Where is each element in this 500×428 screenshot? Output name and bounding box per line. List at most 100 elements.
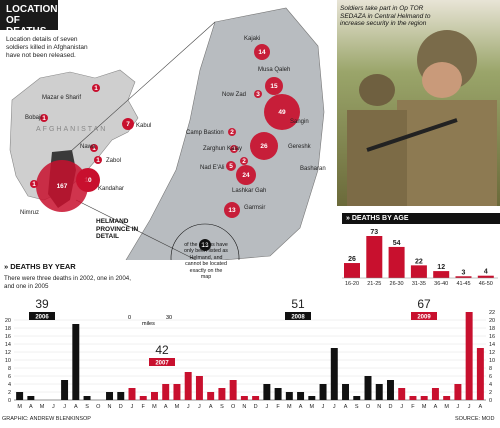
footer-credit: GRAPHIC: ANDREW BLENKINSOP bbox=[2, 416, 91, 422]
month-label: J bbox=[457, 404, 460, 410]
year-bar bbox=[375, 384, 383, 400]
afghan-bubble-count: 1 bbox=[42, 115, 46, 122]
age-bar-value: 3 bbox=[462, 269, 466, 276]
month-label: N bbox=[377, 404, 381, 410]
helmand-place-label: Sangin bbox=[290, 119, 309, 125]
helmand-bubble-count: 14 bbox=[258, 49, 266, 56]
year-ytick-left: 6 bbox=[8, 374, 11, 380]
year-bar bbox=[308, 396, 316, 400]
afghan-place-label: Nawa bbox=[80, 144, 96, 150]
year-bar bbox=[117, 392, 125, 400]
helmand-bubble bbox=[240, 157, 248, 165]
note-circle bbox=[170, 223, 240, 260]
month-label: M bbox=[17, 404, 22, 410]
age-category-label: 21-25 bbox=[367, 281, 381, 287]
year-bar bbox=[454, 384, 462, 400]
month-label: J bbox=[265, 404, 268, 410]
year-ytick-left: 18 bbox=[5, 326, 11, 332]
month-label: N bbox=[242, 404, 246, 410]
year-bar bbox=[16, 392, 24, 400]
year-bar bbox=[72, 324, 80, 400]
note-badge bbox=[199, 239, 211, 251]
helmand-bubble-count: 15 bbox=[270, 83, 278, 90]
afghan-bubble bbox=[122, 118, 134, 130]
age-bar-value: 4 bbox=[484, 269, 488, 276]
year-bar bbox=[128, 388, 136, 400]
helmand-bubble bbox=[250, 132, 278, 160]
year-chart-title-text: DEATHS BY YEAR bbox=[10, 262, 76, 271]
year-bar bbox=[319, 384, 327, 400]
year-bar bbox=[150, 392, 158, 400]
age-bar bbox=[388, 246, 405, 278]
year-bar bbox=[443, 396, 451, 400]
month-label: F bbox=[276, 404, 280, 410]
year-badge bbox=[149, 358, 175, 366]
month-label: A bbox=[344, 404, 348, 410]
year-ytick-left: 12 bbox=[5, 350, 11, 356]
age-chart: 26 16-20 73 21-25 54 26-30 22 31-35 12 36-40 3 41-4… bbox=[342, 229, 498, 287]
helmand-detail-shape bbox=[125, 7, 325, 260]
helmand-bubble bbox=[228, 128, 236, 136]
afghan-bubble bbox=[90, 144, 98, 152]
month-label: M bbox=[444, 404, 449, 410]
year-ytick-left: 0 bbox=[8, 398, 11, 404]
year-bar bbox=[27, 396, 35, 400]
helmand-place-label: Musa Qaleh bbox=[258, 67, 290, 73]
year-ytick-right: 14 bbox=[489, 342, 495, 348]
month-label: J bbox=[131, 404, 134, 410]
year-bar bbox=[465, 312, 473, 400]
month-label: N bbox=[108, 404, 112, 410]
year-bar bbox=[195, 376, 203, 400]
afghan-bubble-count: 1 bbox=[94, 85, 98, 92]
helmand-bubble bbox=[224, 202, 240, 218]
helmand-bubble-count: 1 bbox=[232, 146, 236, 153]
year-bar bbox=[274, 388, 282, 400]
age-bar-value: 54 bbox=[393, 240, 401, 247]
month-label: M bbox=[310, 404, 315, 410]
photo-caption: Soldiers take part in Op TOR SEDAZA in C… bbox=[340, 5, 431, 27]
year-bar bbox=[252, 396, 260, 400]
year-badge bbox=[29, 312, 55, 320]
afghan-place-label: Kabul bbox=[136, 123, 151, 129]
afghan-bubble-count: 10 bbox=[84, 177, 92, 184]
note-number: 13 bbox=[201, 242, 209, 249]
afghan-bubble bbox=[40, 114, 48, 122]
year-total-value: 67 bbox=[417, 297, 431, 311]
title-line2: OF DEATHS bbox=[6, 15, 47, 37]
afghan-place-label: Bobaji bbox=[25, 115, 42, 121]
helmand-bubble bbox=[226, 161, 236, 171]
afghan-bubble-count: 1 bbox=[96, 157, 100, 164]
month-label: S bbox=[220, 404, 224, 410]
month-label: A bbox=[299, 404, 303, 410]
year-total-value: 39 bbox=[35, 297, 49, 311]
age-chart-title-text: DEATHS BY AGE bbox=[351, 215, 409, 222]
year-ytick-left: 14 bbox=[5, 342, 11, 348]
year-badge-label: 2008 bbox=[291, 314, 305, 320]
scale-tick-0: 0 bbox=[128, 315, 132, 321]
year-badge bbox=[285, 312, 311, 320]
year-ytick-right: 12 bbox=[489, 350, 495, 356]
year-bar bbox=[162, 384, 170, 400]
year-ytick-right: 0 bbox=[489, 398, 492, 404]
age-bar bbox=[455, 276, 472, 278]
year-chart-title: » DEATHS BY YEAR bbox=[4, 262, 76, 271]
age-bar bbox=[433, 271, 450, 278]
month-label: M bbox=[40, 404, 45, 410]
year-bar bbox=[364, 376, 372, 400]
afghan-bubble-count: 1 bbox=[32, 181, 36, 188]
year-ytick-left: 8 bbox=[8, 366, 11, 372]
afghan-bubble-count: 1 bbox=[92, 145, 96, 152]
year-ytick-left: 16 bbox=[5, 334, 11, 340]
age-bar-value: 73 bbox=[370, 229, 378, 236]
helmand-bubble bbox=[254, 44, 270, 60]
afghan-place-label: Zabol bbox=[106, 158, 121, 164]
month-label: A bbox=[209, 404, 213, 410]
month-label: J bbox=[198, 404, 201, 410]
month-label: A bbox=[479, 404, 483, 410]
month-label: D bbox=[119, 404, 123, 410]
year-bar bbox=[342, 384, 350, 400]
month-label: A bbox=[74, 404, 78, 410]
month-label: J bbox=[400, 404, 403, 410]
year-bar bbox=[285, 392, 293, 400]
